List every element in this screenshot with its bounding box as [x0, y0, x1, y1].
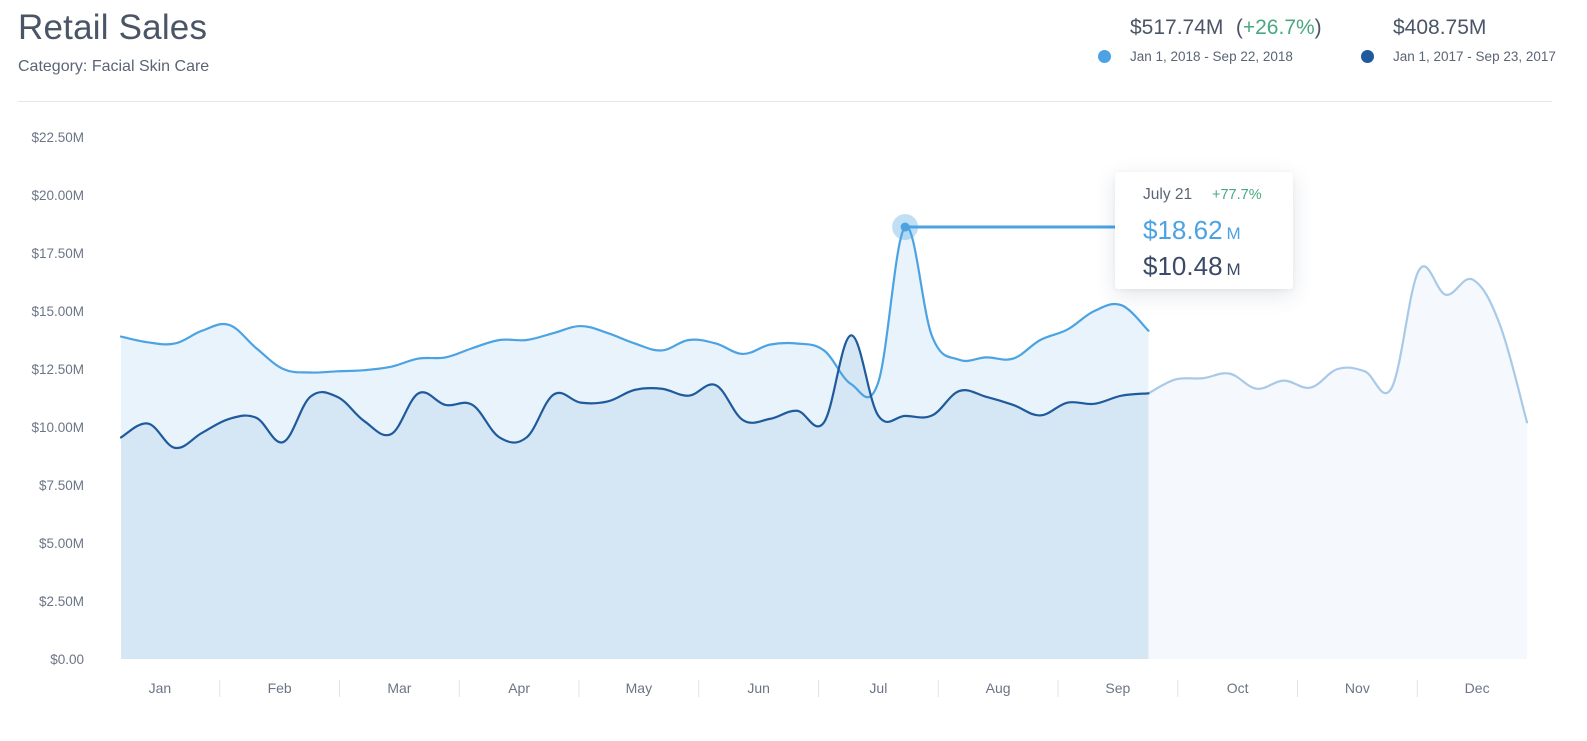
- y-tick-label: $5.00M: [39, 536, 84, 551]
- x-tick-label: Aug: [986, 680, 1011, 696]
- summary-previous: $408.75M: [1393, 16, 1486, 40]
- x-tick-label: Jul: [869, 680, 887, 696]
- x-tick-label: May: [626, 680, 652, 696]
- tooltip-current-unit: M: [1226, 224, 1241, 243]
- x-tick-label: Sep: [1105, 680, 1130, 696]
- series-line-2: [1147, 265, 1529, 424]
- summary-paren-close: ): [1314, 16, 1322, 39]
- x-tick-label: Feb: [268, 680, 292, 696]
- summary-paren-open: (: [1235, 16, 1243, 39]
- y-tick-label: $17.50M: [31, 246, 84, 261]
- area-fill-2: [1148, 266, 1527, 659]
- x-tick-label: Nov: [1345, 680, 1370, 696]
- x-axis: Jan Feb Mar Apr May Jun Jul Aug Sep Oct Nov Dec: [149, 680, 1490, 697]
- y-tick-label: $0.00: [50, 652, 84, 667]
- tooltip-current-amount: $18.62: [1143, 215, 1223, 245]
- tooltip: July 21 +77.7% $18.62 M $10.48 M: [1115, 172, 1293, 289]
- tooltip-previous-amount: $10.48: [1143, 251, 1223, 281]
- legend-dot-current[interactable]: [1098, 50, 1111, 63]
- summary-current-change: +26.7%: [1242, 16, 1315, 39]
- area-fill-1: [121, 335, 1149, 659]
- y-tick-label: $10.00M: [31, 420, 84, 435]
- series-line-0: [119, 225, 1150, 399]
- chart-subtitle: Category: Facial Skin Care: [18, 58, 210, 75]
- legend-label-current[interactable]: Jan 1, 2018 - Sep 22, 2018: [1130, 49, 1293, 64]
- series-lines: [119, 225, 1529, 450]
- y-tick-label: $20.00M: [31, 188, 84, 203]
- y-tick-label: $2.50M: [39, 594, 84, 609]
- y-tick-label: $22.50M: [31, 130, 84, 145]
- tooltip-previous-value: $10.48 M: [1143, 251, 1241, 282]
- x-tick-label: Oct: [1227, 680, 1249, 696]
- y-tick-label: $12.50M: [31, 362, 84, 377]
- tooltip-change: +77.7%: [1212, 187, 1262, 203]
- legend-dot-previous[interactable]: [1361, 50, 1374, 63]
- tooltip-current-value: $18.62 M: [1143, 215, 1241, 246]
- summary-current: $517.74M (+26.7%): [1130, 16, 1322, 40]
- tooltip-date: July 21: [1143, 186, 1193, 203]
- legend-label-previous[interactable]: Jan 1, 2017 - Sep 23, 2017: [1393, 49, 1556, 64]
- x-tick-label: Dec: [1465, 680, 1490, 696]
- highlight-point: [900, 222, 910, 232]
- area-fills: [121, 226, 1527, 659]
- y-axis: $0.00 $2.50M $5.00M $7.50M $10.00M $12.50M $15…: [31, 130, 84, 667]
- x-tick-label: Jan: [149, 680, 172, 696]
- chart-title: Retail Sales: [18, 8, 208, 47]
- y-tick-label: $15.00M: [31, 304, 84, 319]
- highlight-layer: [892, 214, 1116, 241]
- x-tick-label: Mar: [387, 680, 411, 696]
- y-tick-label: $7.50M: [39, 478, 84, 493]
- series-line-1: [119, 334, 1150, 450]
- summary-current-total: $517.74M: [1130, 16, 1224, 39]
- summary-previous-total: $408.75M: [1393, 16, 1487, 39]
- x-tick-label: Apr: [508, 680, 530, 696]
- header-divider: [18, 101, 1552, 102]
- x-tick-label: Jun: [747, 680, 770, 696]
- tooltip-previous-unit: M: [1226, 260, 1241, 279]
